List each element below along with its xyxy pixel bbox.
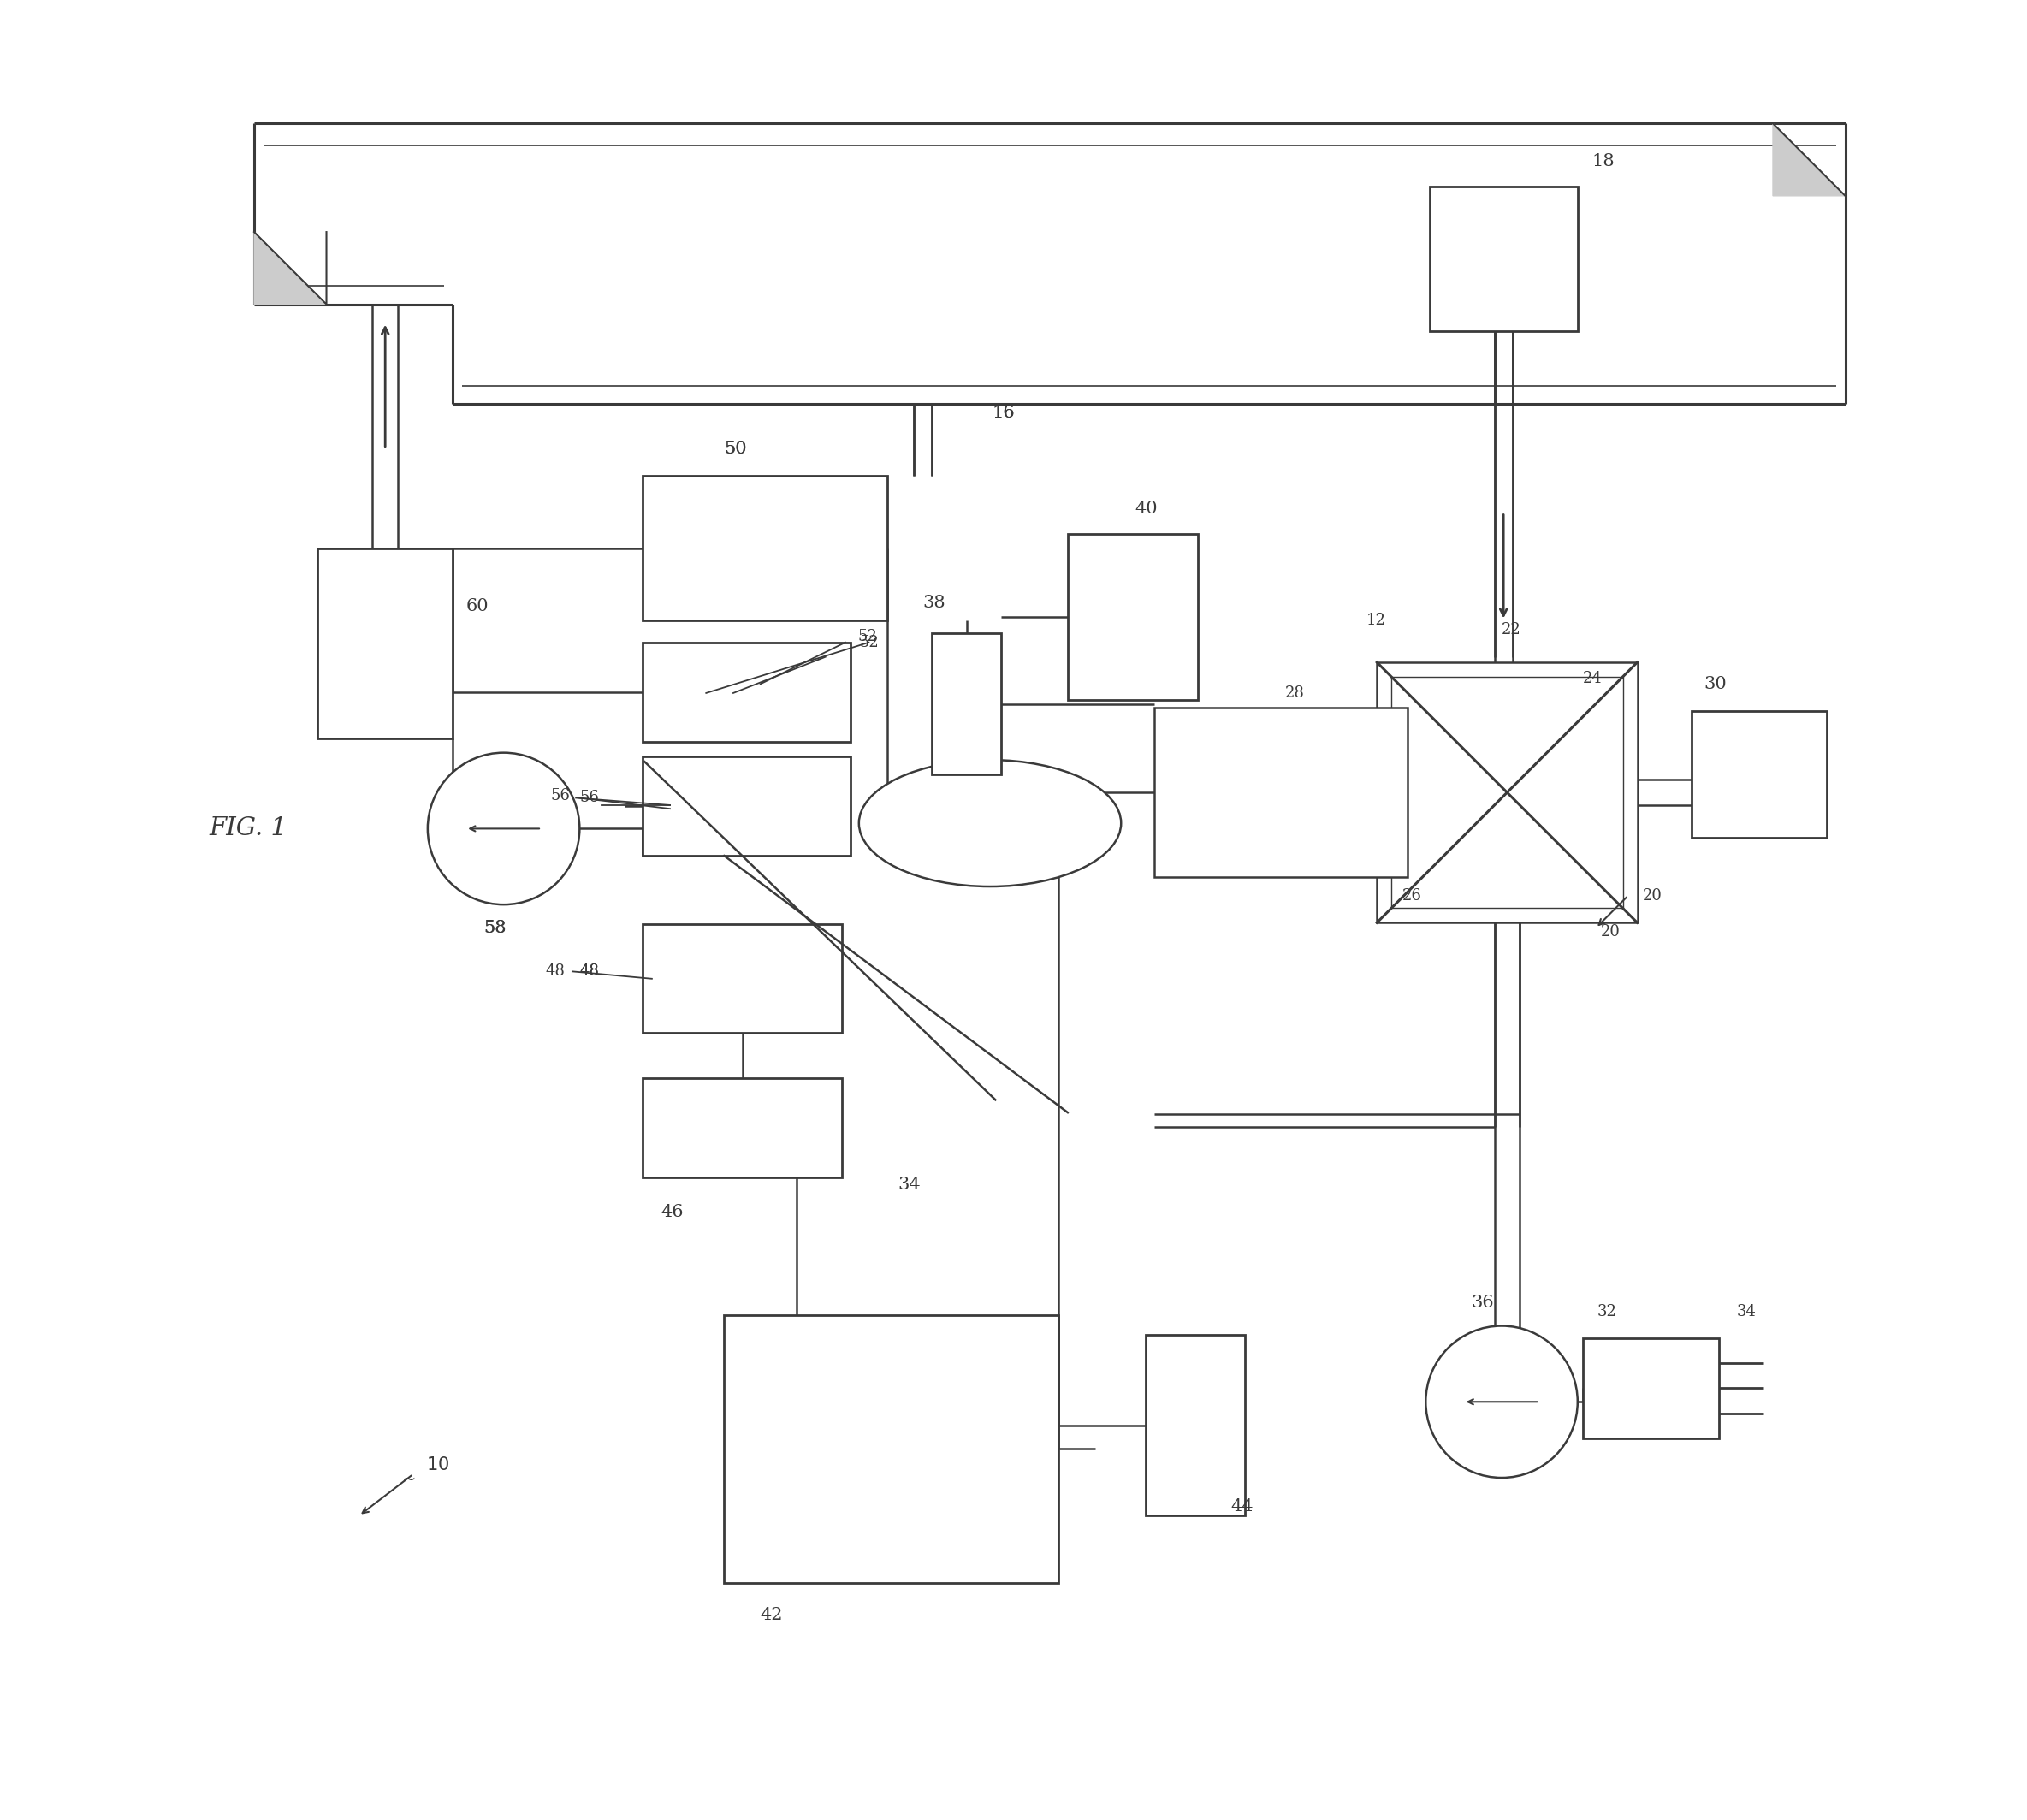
- Text: 20: 20: [1601, 925, 1622, 939]
- Bar: [1691, 712, 1826, 837]
- Text: 40: 40: [1135, 501, 1157, 517]
- Text: 32: 32: [1597, 1303, 1618, 1320]
- Text: 30: 30: [1705, 675, 1727, 692]
- Text: 56: 56: [551, 788, 570, 804]
- Text: 42: 42: [760, 1607, 782, 1623]
- Circle shape: [428, 753, 580, 905]
- Text: 24: 24: [1583, 672, 1603, 686]
- Bar: [643, 642, 851, 743]
- Text: 34: 34: [1737, 1303, 1755, 1320]
- Text: 58: 58: [484, 919, 507, 935]
- Bar: [1429, 187, 1577, 331]
- Bar: [643, 757, 851, 855]
- Text: 52: 52: [857, 630, 878, 644]
- Text: 36: 36: [1472, 1294, 1494, 1310]
- Bar: [1068, 533, 1198, 701]
- Circle shape: [1425, 1325, 1577, 1478]
- Bar: [1391, 677, 1624, 908]
- Text: 16: 16: [991, 404, 1016, 420]
- Text: 52: 52: [859, 635, 880, 650]
- Text: FIG. 1: FIG. 1: [209, 817, 286, 841]
- Text: 26: 26: [1403, 888, 1421, 903]
- Text: 34: 34: [898, 1178, 920, 1192]
- Text: 58: 58: [484, 919, 507, 935]
- Text: $10$: $10$: [426, 1456, 450, 1474]
- Bar: [1583, 1338, 1719, 1438]
- Text: 48: 48: [580, 965, 600, 979]
- Bar: [318, 548, 452, 739]
- Text: 28: 28: [1285, 686, 1303, 701]
- Text: 46: 46: [661, 1203, 683, 1219]
- Bar: [1145, 1334, 1245, 1516]
- Text: 44: 44: [1230, 1498, 1253, 1514]
- Text: 60: 60: [466, 599, 489, 615]
- Text: 12: 12: [1366, 613, 1386, 628]
- Bar: [643, 1077, 841, 1178]
- Bar: [1155, 708, 1407, 877]
- Ellipse shape: [859, 761, 1121, 886]
- Polygon shape: [1774, 124, 1845, 197]
- Text: 50: 50: [724, 440, 748, 457]
- Text: 16: 16: [991, 404, 1016, 420]
- Text: 18: 18: [1591, 153, 1616, 169]
- Bar: [643, 925, 841, 1034]
- Text: 38: 38: [922, 595, 947, 612]
- Text: 50: 50: [724, 440, 748, 457]
- Bar: [932, 633, 1001, 773]
- Polygon shape: [253, 231, 326, 304]
- Text: ~: ~: [403, 1471, 416, 1487]
- Bar: [643, 477, 888, 621]
- Text: 48: 48: [545, 965, 566, 979]
- Text: 20: 20: [1642, 888, 1662, 903]
- Bar: [724, 1316, 1058, 1583]
- Text: 22: 22: [1502, 622, 1520, 637]
- Text: 48: 48: [580, 965, 600, 979]
- Bar: [1376, 662, 1638, 923]
- Text: 56: 56: [580, 790, 600, 806]
